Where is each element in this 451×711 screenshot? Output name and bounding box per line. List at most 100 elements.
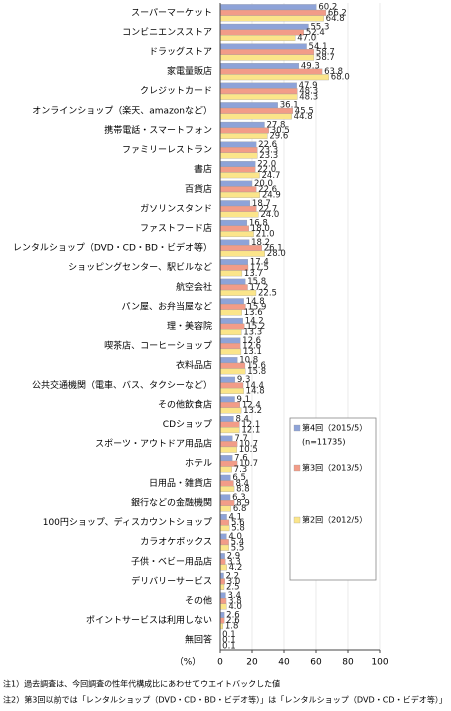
- value-label: 14.8: [246, 386, 265, 396]
- bar: [219, 141, 257, 148]
- bar: [219, 298, 244, 305]
- value-label: 45.5: [295, 106, 314, 116]
- value-label: 18.7: [252, 199, 271, 209]
- bar: [219, 68, 323, 75]
- category-label: オンラインショップ（楽天、amazonなど）: [32, 104, 212, 116]
- bar: [219, 309, 242, 316]
- value-label: 63.8: [324, 67, 343, 77]
- bar: [219, 382, 244, 389]
- value-label: 8.8: [236, 484, 250, 494]
- bar: [219, 514, 227, 520]
- bar: [219, 584, 225, 590]
- bar: [219, 147, 258, 153]
- value-label: 60.2: [318, 3, 337, 13]
- value-label: 10.8: [239, 356, 258, 366]
- bar: [219, 441, 238, 448]
- value-label: 12.6: [242, 336, 261, 346]
- bar: [219, 186, 257, 193]
- value-label: 9.1: [237, 395, 251, 405]
- bar: [219, 387, 244, 394]
- value-label: 64.8: [326, 14, 345, 24]
- bar: [219, 348, 242, 355]
- legend-note: (n=11735): [302, 438, 345, 447]
- category-label: 日用品・雑貨店: [149, 477, 212, 489]
- category-label: CDショップ: [163, 419, 212, 430]
- value-label: 9.3: [237, 375, 251, 385]
- value-label: 49.3: [301, 62, 320, 72]
- bar: [219, 63, 300, 69]
- bar: [219, 4, 317, 11]
- bar: [219, 219, 248, 226]
- legend-box: [289, 417, 377, 581]
- value-label: 21.0: [256, 230, 275, 240]
- value-label: 13.7: [244, 269, 263, 279]
- value-label: 2.6: [226, 610, 240, 620]
- value-label: 6.5: [232, 473, 246, 483]
- value-label: 27.8: [266, 120, 285, 130]
- legend-swatch: [293, 516, 301, 524]
- value-label: 18.0: [251, 224, 270, 234]
- value-label: 10.7: [239, 459, 258, 469]
- bar: [219, 617, 225, 624]
- bar: [219, 343, 241, 350]
- value-label: 5.4: [231, 538, 245, 548]
- footnote: 注1）過去調査は、今回調査の性年代構成比にあわせてウエイトバックした値: [3, 679, 280, 689]
- value-label: 16.8: [249, 218, 268, 228]
- value-label: 4.0: [228, 532, 242, 542]
- legend-label: 第4回（2015/5）: [302, 423, 367, 433]
- bar: [219, 558, 226, 565]
- value-label: 68.0: [331, 73, 350, 83]
- value-label: 54.1: [309, 42, 328, 52]
- bar: [219, 82, 297, 89]
- category-label: 子供・ベビー用品店: [131, 555, 212, 567]
- category-label: レンタルショップ（DVD・CD・BD・ビデオ等）: [13, 242, 212, 254]
- bar: [219, 592, 226, 599]
- value-label: 2.9: [227, 552, 241, 562]
- value-label: 24.0: [260, 210, 279, 220]
- value-label: 5.6: [231, 518, 245, 528]
- bar: [219, 161, 256, 168]
- bar: [219, 612, 225, 618]
- bar: [219, 466, 232, 473]
- bar: [219, 284, 248, 291]
- value-label: 3.8: [228, 596, 242, 606]
- value-label: 7.3: [234, 465, 248, 475]
- legend-swatch: [293, 464, 301, 472]
- bar: [219, 435, 233, 442]
- value-label: 22.0: [257, 160, 276, 170]
- category-label: クレジットカード: [140, 86, 212, 97]
- value-label: 58.7: [316, 53, 335, 63]
- value-label: 23.3: [259, 146, 278, 156]
- bar: [219, 15, 324, 22]
- value-label: 15.9: [247, 302, 266, 312]
- value-label: 5.5: [231, 543, 245, 553]
- bar: [219, 127, 269, 134]
- bar: [219, 35, 296, 41]
- category-label: ガソリンスタンド: [140, 203, 212, 214]
- value-label: 12.6: [242, 342, 261, 352]
- value-label: 47.9: [299, 81, 318, 91]
- value-label: 13.2: [243, 406, 262, 416]
- bar: [219, 245, 262, 252]
- bar: [219, 572, 224, 579]
- category-label: ショッピングセンター、駅ビルなど: [68, 261, 212, 273]
- value-label: 22.6: [258, 140, 277, 150]
- value-label: 7.7: [234, 434, 248, 444]
- value-label: 8.9: [236, 498, 250, 508]
- bar: [219, 121, 265, 128]
- bar: [219, 278, 246, 285]
- bar: [219, 289, 257, 296]
- bar: [219, 598, 227, 604]
- value-label: 52.4: [306, 28, 325, 38]
- bar: [219, 401, 240, 408]
- bar: [219, 239, 250, 246]
- value-label: 4.1: [229, 512, 243, 522]
- bar: [219, 376, 236, 383]
- value-label: 1.8: [225, 622, 239, 632]
- value-label: 15.2: [246, 322, 265, 332]
- legend-swatch: [293, 424, 301, 432]
- bar: [219, 525, 230, 532]
- x-axis-label: （%）: [175, 657, 202, 668]
- value-label: 0.1: [222, 630, 236, 640]
- bar: [219, 553, 225, 560]
